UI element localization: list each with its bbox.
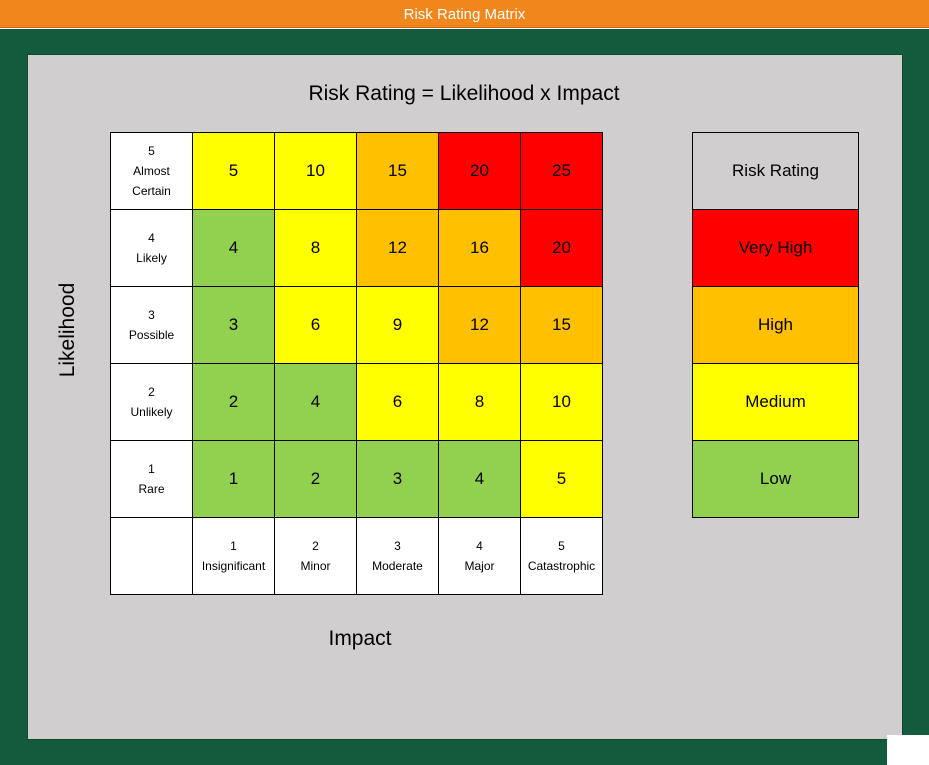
impact-label: Major: [464, 559, 495, 573]
legend-item: Very High: [692, 209, 859, 287]
likelihood-label: Rare: [138, 482, 165, 496]
likelihood-number: 3: [148, 308, 155, 322]
likelihood-number: 4: [148, 231, 155, 245]
corner-cell: [110, 517, 193, 595]
corner-patch: [887, 735, 929, 765]
legend-row: High: [692, 286, 859, 364]
likelihood-header: 3 Possible: [110, 286, 193, 364]
impact-header: 3 Moderate: [356, 517, 439, 595]
risk-score-cell: 4: [438, 440, 521, 518]
risk-score-cell: 6: [356, 363, 439, 441]
legend-item: Medium: [692, 363, 859, 441]
legend-header-row: Risk Rating: [692, 132, 859, 210]
risk-score-cell: 2: [274, 440, 357, 518]
likelihood-header: 2 Unlikely: [110, 363, 193, 441]
risk-score-cell: 4: [274, 363, 357, 441]
risk-score-cell: 3: [192, 286, 275, 364]
risk-score-cell: 15: [520, 286, 603, 364]
outer-frame: Risk Rating = Likelihood x Impact Likeli…: [0, 29, 929, 765]
matrix-title: Risk Rating = Likelihood x Impact: [308, 82, 620, 105]
legend-item: High: [692, 286, 859, 364]
risk-score-cell: 8: [438, 363, 521, 441]
likelihood-number: 1: [148, 462, 155, 476]
risk-score-cell: 10: [520, 363, 603, 441]
risk-legend: Risk Rating Very High High Medium Low: [692, 132, 859, 518]
risk-score-cell: 15: [356, 132, 439, 210]
impact-number: 3: [394, 539, 401, 553]
likelihood-number: 5: [148, 144, 155, 158]
impact-header: 5 Catastrophic: [520, 517, 603, 595]
risk-score-cell: 20: [520, 209, 603, 287]
risk-score-cell: 25: [520, 132, 603, 210]
impact-label: Moderate: [372, 559, 423, 573]
legend-row: Low: [692, 440, 859, 518]
impact-number: 1: [230, 539, 237, 553]
risk-score-cell: 12: [356, 209, 439, 287]
likelihood-number: 2: [148, 385, 155, 399]
risk-score-cell: 10: [274, 132, 357, 210]
legend-item: Low: [692, 440, 859, 518]
risk-score-cell: 5: [192, 132, 275, 210]
risk-score-cell: 1: [192, 440, 275, 518]
likelihood-header: 5 Almost Certain: [110, 132, 193, 210]
impact-header: 1 Insignificant: [192, 517, 275, 595]
impact-label: Insignificant: [201, 559, 266, 573]
impact-header-row: 1 Insignificant 2 Minor 3 Moderate 4 Major 5 Cata…: [110, 517, 603, 595]
window-title: Risk Rating Matrix: [0, 0, 929, 28]
impact-label: Catastrophic: [527, 559, 596, 573]
likelihood-label: Unlikely: [130, 405, 173, 419]
impact-number: 2: [312, 539, 319, 553]
matrix-row: 5 Almost Certain 5 10 15 20 25: [110, 132, 603, 210]
likelihood-label: Likely: [136, 251, 167, 265]
likelihood-label: Almost: [133, 164, 170, 178]
likelihood-header: 4 Likely: [110, 209, 193, 287]
risk-score-cell: 6: [274, 286, 357, 364]
legend-header: Risk Rating: [692, 132, 859, 210]
likelihood-axis-label: Likelihood: [56, 282, 79, 378]
risk-score-cell: 3: [356, 440, 439, 518]
risk-score-cell: 4: [192, 209, 275, 287]
impact-axis-label: Impact: [328, 627, 392, 650]
risk-score-cell: 12: [438, 286, 521, 364]
chart-canvas: Risk Rating = Likelihood x Impact Likeli…: [27, 54, 903, 740]
risk-score-cell: 9: [356, 286, 439, 364]
impact-number: 5: [558, 539, 565, 553]
impact-number: 4: [476, 539, 483, 553]
risk-score-cell: 5: [520, 440, 603, 518]
impact-header: 4 Major: [438, 517, 521, 595]
risk-score-cell: 20: [438, 132, 521, 210]
likelihood-header: 1 Rare: [110, 440, 193, 518]
legend-row: Medium: [692, 363, 859, 441]
impact-label: Minor: [300, 559, 331, 573]
impact-header: 2 Minor: [274, 517, 357, 595]
risk-matrix: 5 Almost Certain 5 10 15 20 25 4 Likely 4 8 12 16 20 3 P…: [110, 132, 603, 595]
risk-score-cell: 8: [274, 209, 357, 287]
matrix-row: 3 Possible 3 6 9 12 15: [110, 286, 603, 364]
matrix-row: 2 Unlikely 2 4 6 8 10: [110, 363, 603, 441]
risk-score-cell: 16: [438, 209, 521, 287]
legend-row: Very High: [692, 209, 859, 287]
matrix-row: 1 Rare 1 2 3 4 5: [110, 440, 603, 518]
matrix-row: 4 Likely 4 8 12 16 20: [110, 209, 603, 287]
likelihood-label: Possible: [128, 328, 175, 342]
likelihood-label-line2: Certain: [132, 184, 171, 198]
risk-score-cell: 2: [192, 363, 275, 441]
